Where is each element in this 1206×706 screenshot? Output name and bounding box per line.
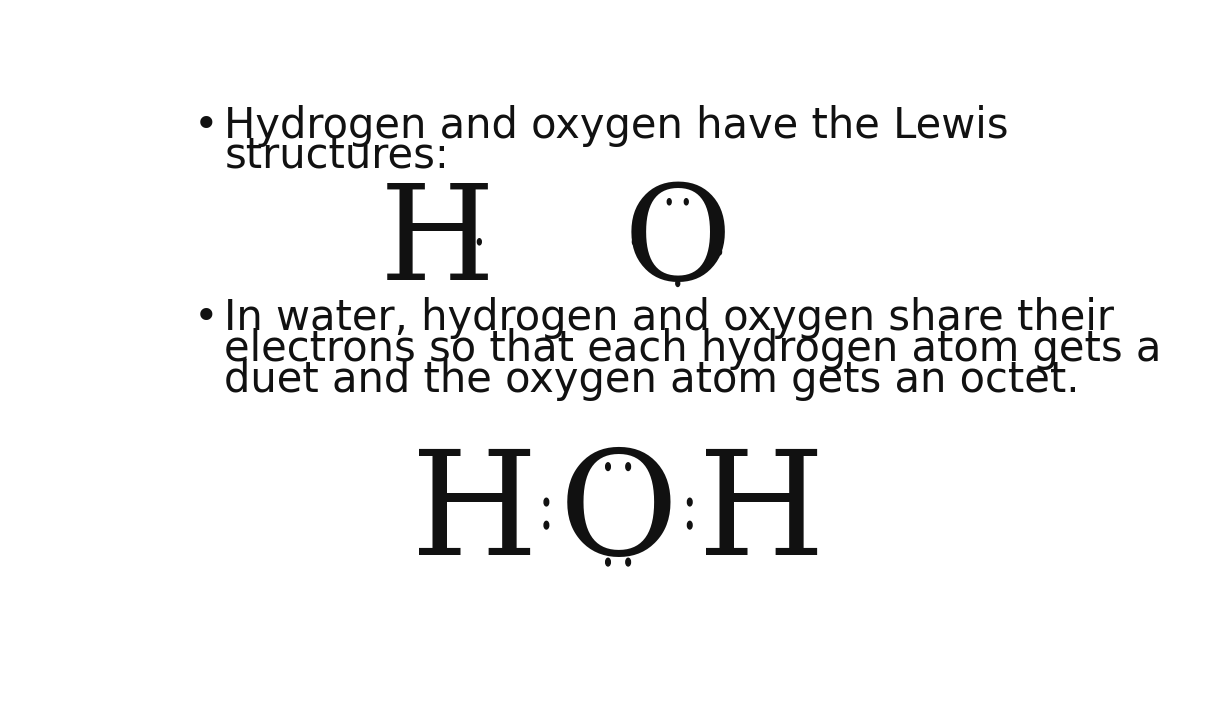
Text: structures:: structures: — [224, 135, 450, 176]
Ellipse shape — [667, 198, 672, 205]
Ellipse shape — [605, 558, 610, 566]
Ellipse shape — [605, 463, 610, 470]
Ellipse shape — [478, 239, 481, 245]
Ellipse shape — [684, 198, 689, 205]
Text: H: H — [698, 444, 825, 585]
Ellipse shape — [718, 249, 721, 255]
Text: Hydrogen and oxygen have the Lewis: Hydrogen and oxygen have the Lewis — [224, 104, 1009, 147]
Ellipse shape — [718, 230, 721, 237]
Ellipse shape — [687, 498, 692, 506]
Ellipse shape — [544, 521, 549, 529]
Ellipse shape — [632, 239, 637, 245]
Ellipse shape — [687, 521, 692, 529]
Text: duet and the oxygen atom gets an octet.: duet and the oxygen atom gets an octet. — [224, 359, 1079, 401]
Text: •: • — [193, 297, 218, 340]
Ellipse shape — [626, 558, 631, 566]
Text: H: H — [380, 179, 494, 308]
Ellipse shape — [675, 280, 680, 287]
Text: •: • — [193, 104, 218, 147]
Ellipse shape — [626, 463, 631, 470]
Ellipse shape — [544, 498, 549, 506]
Text: H: H — [411, 444, 538, 585]
Text: In water, hydrogen and oxygen share their: In water, hydrogen and oxygen share thei… — [224, 297, 1114, 340]
Text: O: O — [624, 179, 732, 308]
Text: electrons so that each hydrogen atom gets a: electrons so that each hydrogen atom get… — [224, 328, 1161, 370]
Text: O: O — [558, 444, 678, 585]
